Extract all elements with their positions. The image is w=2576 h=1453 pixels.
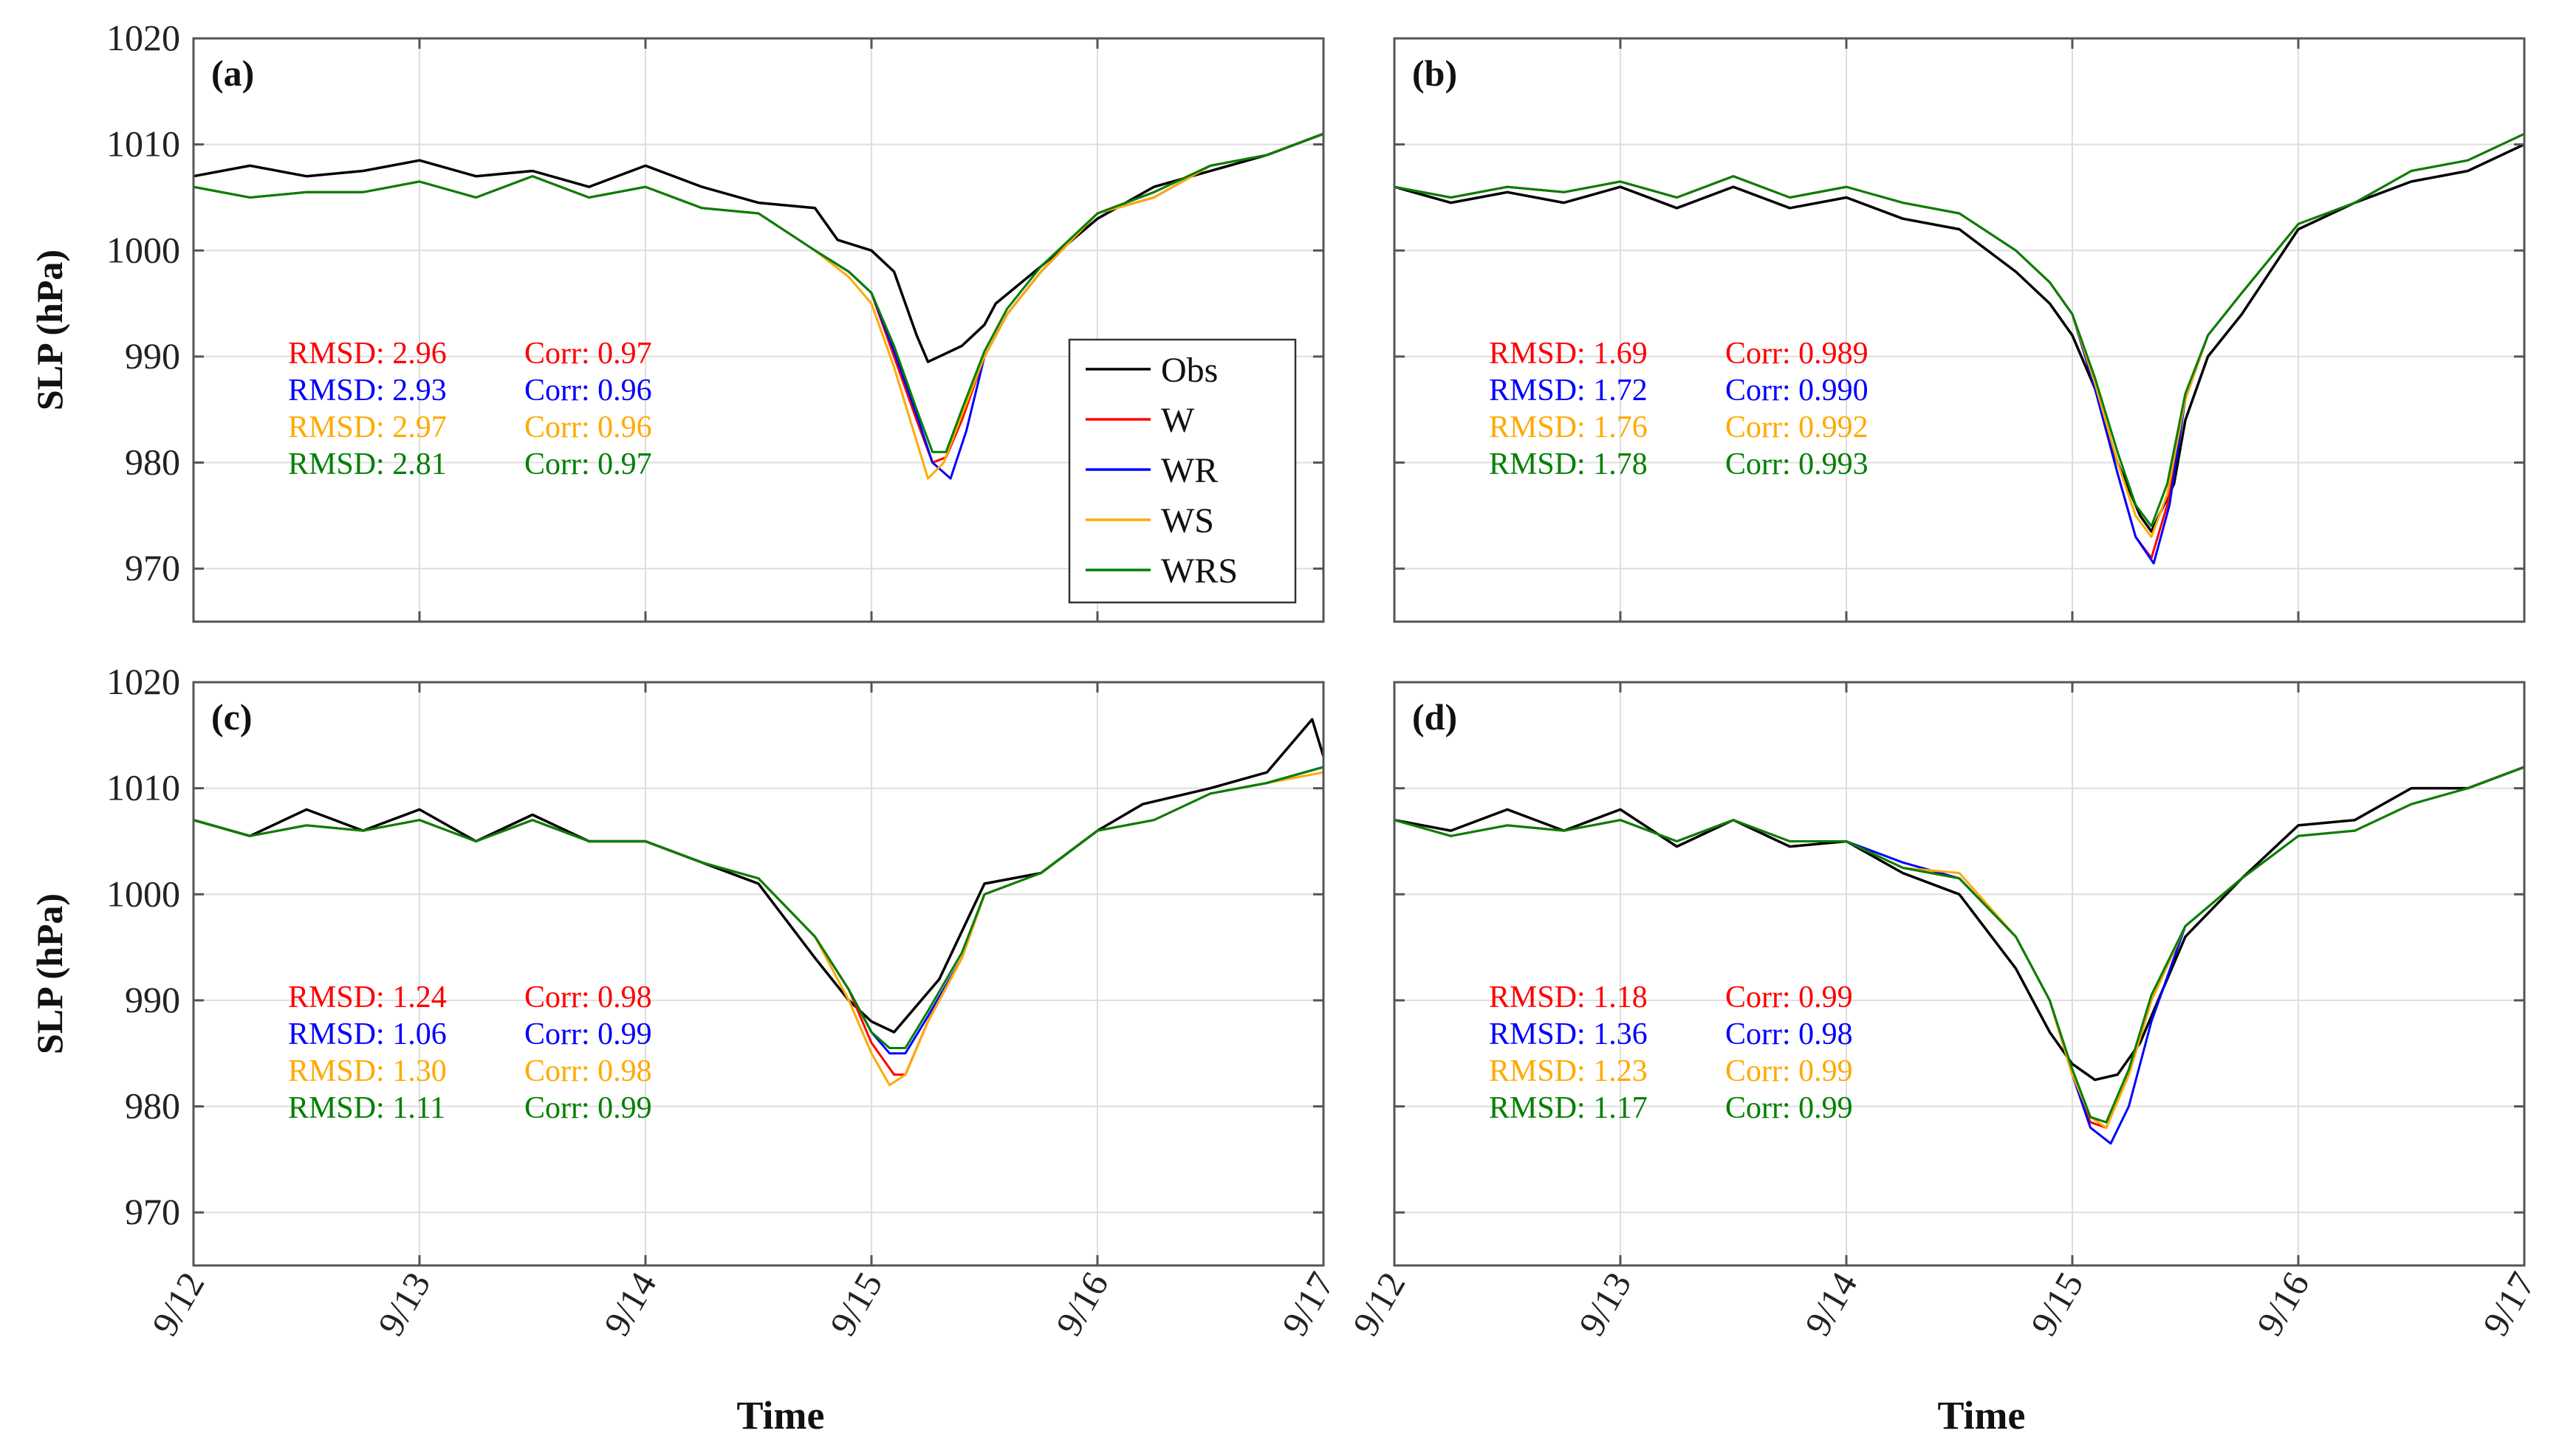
rmsd-label-w: RMSD: 1.18 <box>1489 980 1648 1014</box>
corr-label-wrs: Corr: 0.99 <box>524 1091 652 1125</box>
panel-label: (b) <box>1412 52 1457 94</box>
x-axis-label: Time <box>1938 1393 2026 1437</box>
x-tick-label: 9/14 <box>1797 1265 1866 1343</box>
corr-label-wr: Corr: 0.98 <box>1725 1017 1853 1051</box>
rmsd-label-ws: RMSD: 1.30 <box>288 1054 447 1088</box>
series-line-wrs <box>193 132 1324 453</box>
axes-frame <box>192 681 1325 1267</box>
rmsd-label-wrs: RMSD: 1.78 <box>1489 447 1648 481</box>
rmsd-label-wrs: RMSD: 1.11 <box>288 1091 445 1125</box>
x-tick-label: 9/16 <box>1048 1265 1117 1343</box>
series-line-obs <box>193 718 1325 1034</box>
corr-label-wr: Corr: 0.96 <box>524 374 652 408</box>
corr-label-ws: Corr: 0.99 <box>1725 1054 1853 1088</box>
legend-label-ws: WS <box>1161 501 1214 540</box>
axes-frame <box>192 37 1325 623</box>
y-axis-label: SLP (hPa) <box>29 250 70 411</box>
rmsd-label-ws: RMSD: 2.97 <box>288 411 447 444</box>
legend-label-obs: Obs <box>1161 351 1218 390</box>
rmsd-label-wr: RMSD: 2.93 <box>288 374 447 408</box>
corr-label-ws: Corr: 0.992 <box>1725 411 1868 444</box>
corr-label-wr: Corr: 0.990 <box>1725 374 1868 408</box>
y-tick-label: 980 <box>125 1085 180 1127</box>
legend-label-wr: WR <box>1161 451 1218 490</box>
panel-d: 9/12 9/13 9/14 9/15 9/16 9/17 Time (d) RMSD: 1.1… <box>1345 681 2544 1437</box>
y-tick-label: 1010 <box>106 123 180 165</box>
rmsd-label-wrs: RMSD: 2.81 <box>288 447 447 481</box>
y-tick-label: 990 <box>125 979 180 1020</box>
y-tick-label: 1000 <box>106 873 180 914</box>
rmsd-label-ws: RMSD: 1.76 <box>1489 411 1648 444</box>
y-tick-label: 970 <box>125 547 180 588</box>
panel-label: (a) <box>211 52 254 94</box>
y-tick-label: 1020 <box>106 661 180 702</box>
legend-label-w: W <box>1161 401 1195 440</box>
x-tick-label: 9/15 <box>2023 1265 2092 1343</box>
y-tick-label: 990 <box>125 335 180 377</box>
y-axis-label: SLP (hPa) <box>29 893 70 1054</box>
corr-label-wrs: Corr: 0.97 <box>524 447 652 481</box>
x-tick-label: 9/16 <box>2249 1265 2318 1343</box>
panel-label: (c) <box>211 696 253 738</box>
rmsd-label-w: RMSD: 1.24 <box>288 980 447 1014</box>
y-tick-label: 1020 <box>106 17 180 58</box>
rmsd-label-wrs: RMSD: 1.17 <box>1489 1091 1648 1125</box>
rmsd-label-w: RMSD: 1.69 <box>1489 337 1648 371</box>
x-tick-label: 9/12 <box>144 1265 213 1343</box>
axes-frame <box>1393 681 2526 1267</box>
y-tick-label: 980 <box>125 442 180 483</box>
corr-label-ws: Corr: 0.98 <box>524 1054 652 1088</box>
series-line-obs <box>1394 766 2525 1082</box>
legend-label-wrs: WRS <box>1161 552 1238 591</box>
corr-label-w: Corr: 0.989 <box>1725 337 1868 371</box>
axes-frame <box>1393 37 2526 623</box>
series-line-obs <box>193 132 1324 363</box>
corr-label-w: Corr: 0.98 <box>524 980 652 1014</box>
panel-a: 970 980 990 1000 1010 1020 SLP (hPa) (a) RMSD: 2… <box>29 17 1325 623</box>
series-line-wrs <box>193 766 1324 1049</box>
legend-box <box>1068 338 1297 604</box>
x-tick-label: 9/17 <box>2475 1265 2544 1343</box>
rmsd-label-wr: RMSD: 1.72 <box>1489 374 1648 408</box>
x-tick-label: 9/13 <box>370 1265 439 1343</box>
rmsd-label-ws: RMSD: 1.23 <box>1489 1054 1648 1088</box>
y-tick-label: 1000 <box>106 229 180 270</box>
x-tick-label: 9/14 <box>596 1265 665 1343</box>
corr-label-wrs: Corr: 0.993 <box>1725 447 1868 481</box>
y-tick-label: 1010 <box>106 767 180 808</box>
rmsd-label-w: RMSD: 2.96 <box>288 337 447 371</box>
corr-label-wr: Corr: 0.99 <box>524 1017 652 1051</box>
rmsd-label-wr: RMSD: 1.06 <box>288 1017 447 1051</box>
panel-b: (b) RMSD: 1.69 Corr: 0.989 RMSD: 1.72 Corr: … <box>1393 37 2526 623</box>
panel-label: (d) <box>1412 696 1457 738</box>
series-line-wrs <box>1394 766 2525 1124</box>
y-tick-label: 970 <box>125 1191 180 1232</box>
series-line-obs <box>1394 143 2525 533</box>
x-tick-label: 9/17 <box>1274 1265 1343 1343</box>
rmsd-label-wr: RMSD: 1.36 <box>1489 1017 1648 1051</box>
legend: Obs W WR WS WRS <box>1068 338 1297 604</box>
x-tick-label: 9/12 <box>1345 1265 1414 1343</box>
corr-label-ws: Corr: 0.96 <box>524 411 652 444</box>
series-line-wrs <box>1394 132 2525 528</box>
x-tick-label: 9/15 <box>822 1265 891 1343</box>
panel-c: 970 980 990 1000 1010 1020 9/12 9/13 9/14 9/15 9/1… <box>29 661 1343 1437</box>
corr-label-w: Corr: 0.97 <box>524 337 652 371</box>
corr-label-w: Corr: 0.99 <box>1725 980 1853 1014</box>
x-axis-label: Time <box>737 1393 825 1437</box>
corr-label-wrs: Corr: 0.99 <box>1725 1091 1853 1125</box>
x-tick-label: 9/13 <box>1571 1265 1640 1343</box>
